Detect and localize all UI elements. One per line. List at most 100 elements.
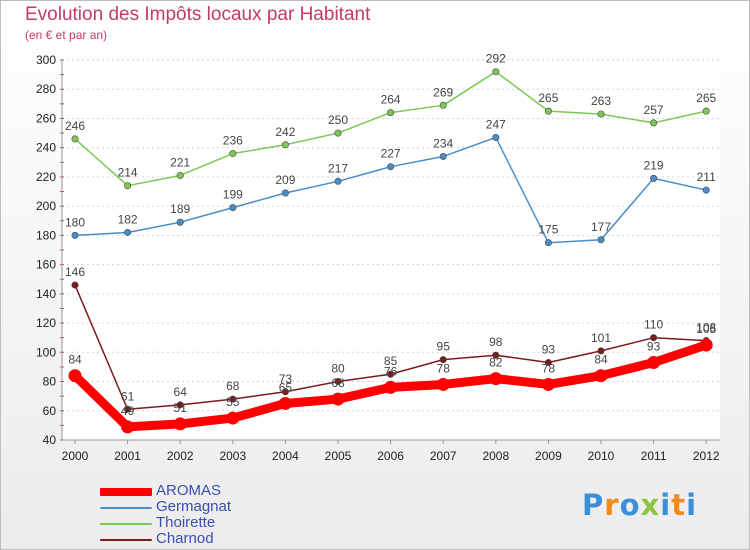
data-point [702, 186, 710, 194]
data-point [71, 135, 79, 143]
data-point [229, 395, 237, 403]
data-label: 292 [486, 52, 506, 66]
data-label: 263 [591, 94, 611, 108]
data-point [384, 380, 398, 394]
data-label: 189 [170, 202, 190, 216]
data-label: 227 [381, 147, 401, 161]
data-label: 247 [486, 117, 506, 131]
data-label: 214 [118, 166, 138, 180]
data-point [173, 417, 187, 431]
x-tick-label: 2002 [167, 449, 194, 463]
data-label: 108 [696, 321, 716, 335]
data-point [281, 388, 289, 396]
data-point [436, 377, 450, 391]
data-point [68, 369, 82, 383]
logo-letter: i [660, 488, 672, 522]
data-point [702, 107, 710, 115]
data-point [597, 110, 605, 118]
y-tick-label: 80 [43, 375, 57, 389]
legend-item-thoirette: Thoirette [100, 514, 300, 532]
y-tick-label: 140 [36, 287, 56, 301]
x-tick-label: 2003 [219, 449, 246, 463]
data-point [331, 392, 345, 406]
data-point [544, 107, 552, 115]
data-point [121, 420, 135, 434]
data-label: 68 [331, 376, 345, 390]
data-label: 217 [328, 161, 348, 175]
data-point [281, 141, 289, 149]
data-point [650, 334, 658, 342]
data-point [176, 218, 184, 226]
legend-label: Germagnat [156, 498, 232, 515]
data-point [278, 396, 292, 410]
data-point [334, 177, 342, 185]
y-tick-label: 100 [36, 345, 56, 359]
data-label: 221 [170, 155, 190, 169]
data-label: 64 [174, 385, 188, 399]
data-label: 265 [538, 91, 558, 105]
x-tick-label: 2000 [62, 449, 89, 463]
data-label: 78 [542, 361, 556, 375]
data-point [387, 370, 395, 378]
data-label: 80 [331, 362, 345, 376]
y-tick-label: 120 [36, 316, 56, 330]
x-tick-label: 2008 [482, 449, 509, 463]
logo-letter: i [686, 488, 698, 522]
data-label: 257 [644, 103, 664, 117]
legend-item-germagnat: Germagnat [100, 498, 300, 516]
legend-swatch [100, 507, 152, 509]
data-point [492, 133, 500, 141]
data-label: 93 [542, 343, 556, 357]
proxiti-logo: Proxiti [582, 488, 697, 522]
y-tick-label: 160 [36, 258, 56, 272]
data-label: 84 [594, 353, 608, 367]
data-point [334, 129, 342, 137]
legend-label: Thoirette [156, 514, 216, 531]
logo-letter: x [640, 488, 661, 522]
data-label: 51 [174, 401, 188, 415]
x-tick-label: 2004 [272, 449, 299, 463]
data-point [124, 182, 132, 190]
data-point [387, 109, 395, 117]
data-point [541, 377, 555, 391]
data-point [439, 101, 447, 109]
y-tick-label: 60 [43, 404, 57, 418]
y-tick-label: 220 [36, 170, 56, 184]
y-tick-label: 40 [43, 433, 57, 447]
data-point [597, 347, 605, 355]
legend-swatch [100, 523, 152, 525]
chart-subtitle: (en € et par an) [25, 28, 108, 42]
data-point [544, 239, 552, 247]
data-point [439, 152, 447, 160]
data-label: 264 [381, 93, 401, 107]
data-point [650, 174, 658, 182]
data-label: 61 [121, 389, 135, 403]
data-point [594, 369, 608, 383]
data-label: 180 [65, 215, 85, 229]
data-point [492, 68, 500, 76]
data-label: 76 [384, 364, 398, 378]
legend-item-charnod: Charnod [100, 530, 300, 548]
data-label: 82 [489, 356, 503, 370]
data-label: 234 [433, 136, 453, 150]
data-label: 182 [118, 212, 138, 226]
data-label: 95 [437, 340, 451, 354]
logo-letter: P [582, 488, 605, 522]
data-label: 269 [433, 85, 453, 99]
data-label: 209 [275, 173, 295, 187]
data-label: 250 [328, 113, 348, 127]
data-label: 146 [65, 265, 85, 279]
x-tick-label: 2010 [588, 449, 615, 463]
data-point [176, 171, 184, 179]
data-point [71, 231, 79, 239]
y-tick-label: 300 [36, 53, 56, 67]
data-point [647, 356, 661, 370]
x-tick-label: 2012 [693, 449, 720, 463]
x-tick-label: 2006 [377, 449, 404, 463]
data-label: 265 [696, 91, 716, 105]
logo-letter: r [604, 488, 620, 522]
y-tick-label: 240 [36, 141, 56, 155]
data-point [597, 236, 605, 244]
data-label: 105 [696, 322, 716, 336]
